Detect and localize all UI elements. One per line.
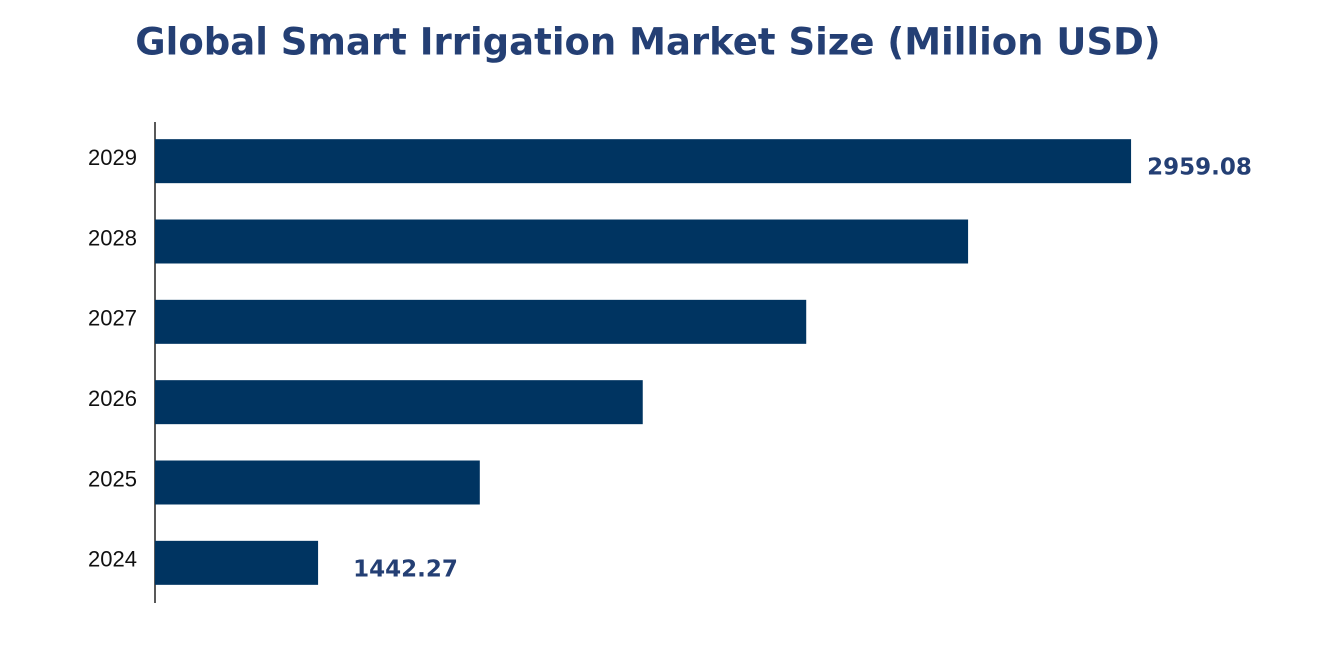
y-tick-label: 2025 (88, 466, 137, 491)
value-label: 2959.08 (1147, 155, 1252, 181)
bar (155, 219, 969, 264)
y-tick-label: 2024 (88, 547, 137, 572)
y-tick-label: 2026 (88, 386, 137, 411)
bar (155, 380, 643, 425)
bar (155, 139, 1132, 184)
bar (155, 460, 480, 505)
chart-title: Global Smart Irrigation Market Size (Mil… (135, 21, 1160, 64)
value-label: 1442.27 (353, 556, 458, 582)
y-tick-label: 2029 (88, 145, 137, 170)
y-tick-label: 2027 (88, 306, 137, 331)
bar (155, 540, 319, 585)
bar (155, 299, 807, 344)
y-tick-label: 2028 (88, 225, 137, 250)
